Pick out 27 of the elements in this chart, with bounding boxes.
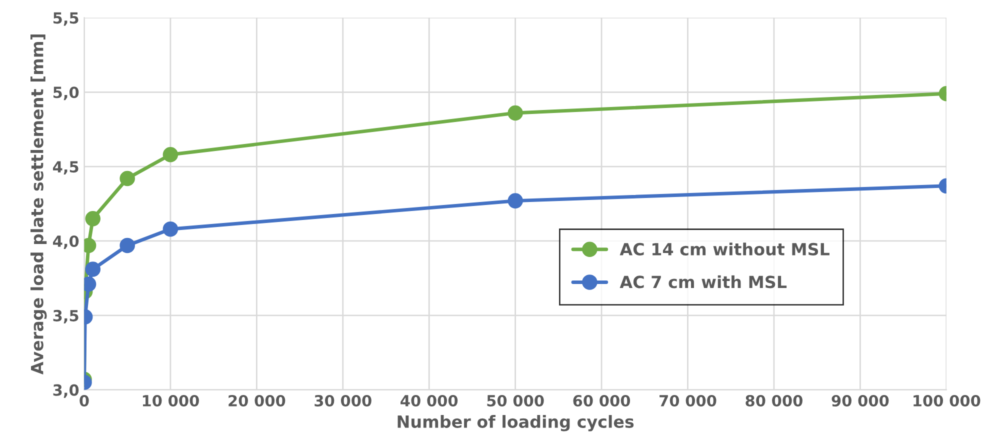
point bbox=[508, 105, 523, 121]
y-tick-label: 3,0 bbox=[53, 384, 79, 398]
x-tick-label: 10 000 bbox=[142, 394, 199, 407]
y-tick-label: 4,0 bbox=[53, 235, 79, 249]
y-axis-title: Average load plate settlement [mm] bbox=[30, 34, 47, 374]
point bbox=[85, 211, 100, 226]
y-tick-label: 5,5 bbox=[53, 12, 78, 26]
point bbox=[85, 262, 100, 277]
y-tick-label: 4,5 bbox=[53, 161, 78, 175]
x-axis-title: Number of loading cycles bbox=[398, 415, 634, 432]
x-tick-label: 20 000 bbox=[228, 394, 286, 407]
y-tick-label: 5,0 bbox=[53, 86, 79, 100]
point bbox=[120, 170, 135, 186]
point bbox=[120, 238, 135, 254]
x-tick-label: 40 000 bbox=[400, 394, 458, 407]
x-tick-label: 50 000 bbox=[487, 394, 544, 407]
x-tick-label: 60 000 bbox=[573, 394, 630, 407]
legend-label: AC 14 cm without MSL bbox=[620, 242, 830, 256]
x-tick-label: 30 000 bbox=[314, 394, 372, 407]
point bbox=[508, 193, 523, 208]
x-tick-label: 80 000 bbox=[746, 394, 802, 407]
x-tick-label: 90 000 bbox=[832, 394, 889, 407]
x-tick-label: 100 000 bbox=[914, 394, 980, 407]
x-tick-label: 0 bbox=[80, 394, 89, 407]
x-tick-label: 70 000 bbox=[660, 394, 716, 407]
legend-label: AC 7 cm with MSL bbox=[620, 275, 787, 288]
y-tick-label: 3,5 bbox=[53, 310, 78, 324]
